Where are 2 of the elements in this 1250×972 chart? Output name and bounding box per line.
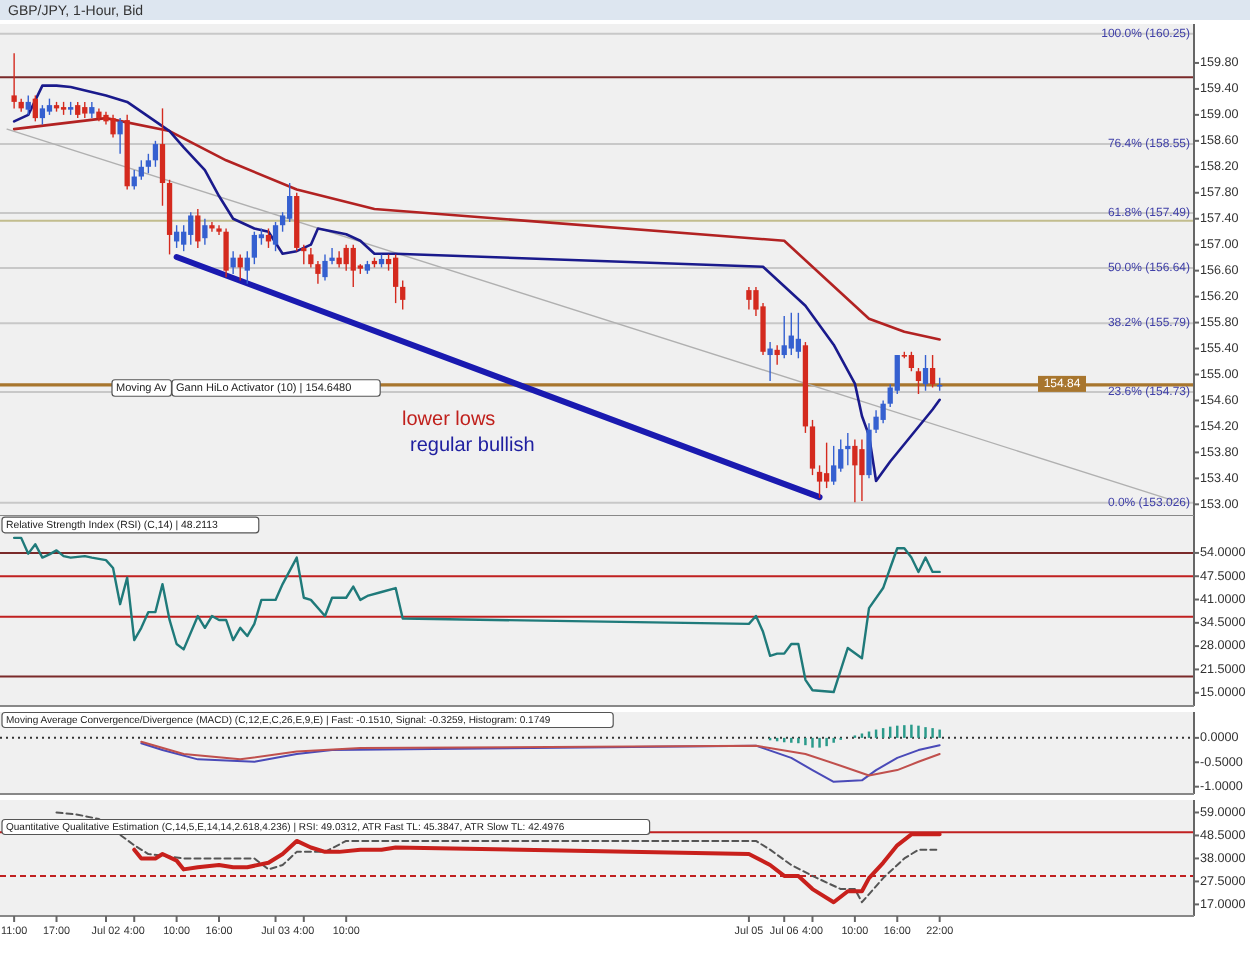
annotation: lower lows	[402, 409, 496, 432]
annotation: regular bullish	[410, 435, 535, 458]
